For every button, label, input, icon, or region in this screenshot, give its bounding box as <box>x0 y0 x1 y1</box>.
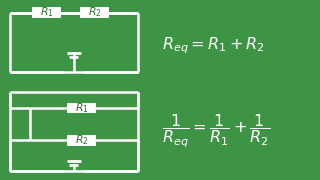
Text: $R_{eq} = R_1 + R_2$: $R_{eq} = R_1 + R_2$ <box>162 36 264 56</box>
Text: $R_2$: $R_2$ <box>88 6 101 19</box>
Text: $R_1$: $R_1$ <box>40 6 53 19</box>
Bar <box>68 104 95 112</box>
Bar <box>33 8 60 17</box>
Text: $\dfrac{1}{R_{eq}} = \dfrac{1}{R_1} + \dfrac{1}{R_2}$: $\dfrac{1}{R_{eq}} = \dfrac{1}{R_1} + \d… <box>162 113 270 150</box>
Bar <box>68 136 95 145</box>
Text: $R_2$: $R_2$ <box>75 134 88 147</box>
Bar <box>81 8 108 17</box>
Text: $R_1$: $R_1$ <box>75 101 88 115</box>
